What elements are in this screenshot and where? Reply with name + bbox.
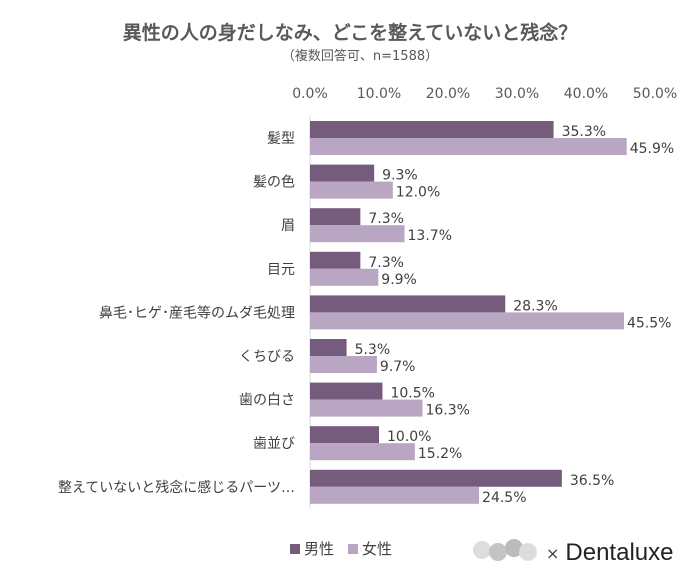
data-label: 45.5% — [627, 315, 671, 331]
bar-female — [310, 356, 377, 373]
data-label: 45.9% — [630, 141, 674, 157]
category-label: 髪の色 — [253, 174, 295, 191]
bar-female — [310, 443, 415, 461]
category-label: 整えていないと残念に感じるパーツ… — [58, 479, 295, 496]
legend-label: 男性 — [304, 540, 335, 558]
bar-male — [310, 295, 506, 313]
category-label: 鼻毛･ヒゲ･産毛等のムダ毛処理 — [99, 304, 295, 321]
data-label: 9.9% — [381, 272, 417, 288]
bar-male — [310, 426, 379, 444]
category-label: 歯並び — [253, 436, 295, 452]
bar-male — [310, 339, 347, 356]
legend: 男性 女性 — [290, 538, 392, 559]
bar-female — [310, 486, 480, 504]
data-label: 10.0% — [387, 429, 431, 445]
bar-male — [310, 121, 554, 138]
chart-subtitle: （複数回答可、n=1588） — [281, 49, 439, 64]
data-label: 9.7% — [380, 359, 416, 375]
data-label: 36.5% — [570, 473, 614, 489]
data-label: 13.7% — [408, 228, 452, 244]
brand-name: Dentaluxe — [565, 539, 674, 566]
data-label: 28.3% — [513, 298, 557, 314]
legend-swatch — [290, 544, 300, 554]
x-tick-label: 50.0% — [633, 86, 677, 102]
data-label: 12.0% — [396, 185, 440, 201]
bar-female — [310, 399, 423, 417]
data-label: 15.2% — [418, 446, 462, 462]
bar-female — [310, 225, 405, 243]
data-label: 16.3% — [425, 403, 469, 419]
bar-male — [310, 251, 361, 269]
data-label: 24.5% — [482, 490, 526, 506]
x-tick-label: 30.0% — [495, 86, 539, 102]
legend-swatch — [348, 544, 359, 554]
category-label: 歯の白さ — [239, 393, 295, 409]
bar-male — [310, 382, 383, 400]
data-label: 10.5% — [390, 386, 434, 402]
data-label: 35.3% — [562, 124, 606, 140]
bar-female — [310, 138, 627, 155]
category-label: 目元 — [267, 262, 295, 278]
legend-label: 女性 — [362, 540, 393, 558]
chart-title: 異性の人の身だしなみ、どこを整えていないと残念？ — [122, 22, 578, 44]
category-label: くちびる — [239, 349, 295, 365]
data-label: 9.3% — [382, 168, 418, 184]
voice-note-logo-icon — [473, 539, 537, 561]
data-label: 7.3% — [368, 255, 404, 271]
bar-female — [310, 181, 393, 199]
x-tick-label: 10.0% — [357, 86, 401, 102]
category-label: 髪型 — [267, 131, 295, 147]
bar-female — [310, 312, 624, 330]
bar-female — [310, 268, 379, 286]
x-tick-label: 0.0% — [292, 86, 328, 102]
data-label: 5.3% — [355, 342, 391, 358]
bar-male — [310, 469, 562, 487]
data-label: 7.3% — [368, 211, 404, 227]
legend-item-male: 男性 — [290, 538, 334, 559]
x-tick-label: 20.0% — [426, 86, 470, 102]
times-sign: × — [546, 543, 560, 563]
bar-male — [310, 208, 361, 226]
logo: × Dentaluxe — [470, 538, 673, 568]
x-tick-label: 40.0% — [564, 86, 608, 102]
legend-item-female: 女性 — [348, 538, 392, 559]
category-label: 眉 — [281, 218, 295, 234]
bar-male — [310, 164, 375, 182]
